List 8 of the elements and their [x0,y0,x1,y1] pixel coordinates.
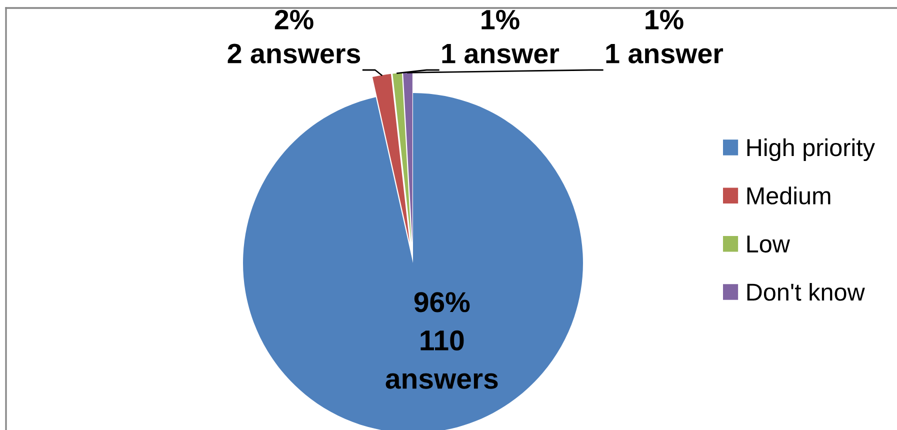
data-label: 1% 1 answer [606,10,724,64]
legend-label: Medium [747,186,830,204]
legend-label: Don't know [747,282,865,301]
data-label: 1% 1 answer [442,10,560,64]
data-label: 96% 110 answers [386,292,498,389]
legend-label: High priority [747,138,875,162]
data-label: 2% 2 answers [228,10,360,64]
legend-label: Low [747,236,790,253]
